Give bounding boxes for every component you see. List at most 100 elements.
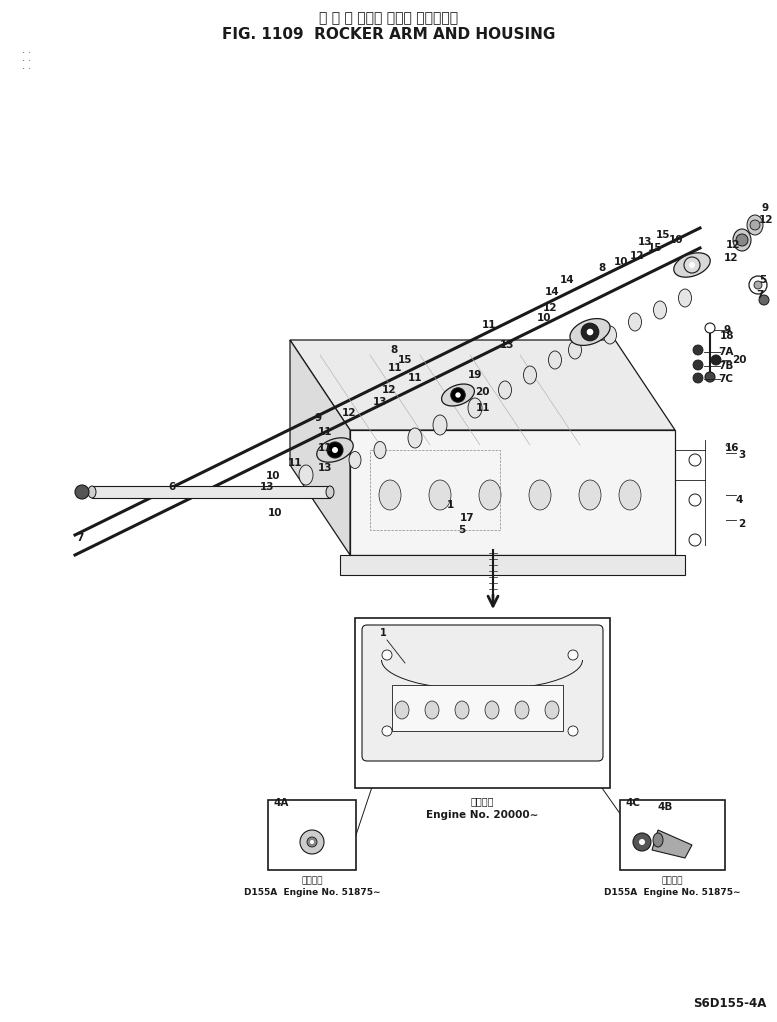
Text: 11: 11 [388, 363, 402, 373]
Text: D155A  Engine No. 51875∼: D155A Engine No. 51875∼ [604, 888, 740, 897]
Circle shape [684, 257, 700, 273]
Text: 11: 11 [318, 427, 333, 437]
Text: 13: 13 [638, 237, 653, 247]
Text: 14: 14 [560, 275, 575, 285]
Text: 1: 1 [447, 500, 454, 510]
Text: 15: 15 [656, 230, 671, 240]
Text: 10: 10 [266, 471, 280, 481]
Text: 4C: 4C [625, 798, 640, 808]
Polygon shape [290, 340, 675, 430]
Text: 10: 10 [669, 235, 684, 245]
Circle shape [75, 485, 89, 499]
Polygon shape [290, 340, 350, 555]
Ellipse shape [619, 480, 641, 510]
Circle shape [711, 355, 721, 365]
Ellipse shape [545, 701, 559, 719]
Circle shape [759, 295, 769, 305]
Bar [370, 450, 500, 530]
Text: 8: 8 [390, 345, 397, 355]
Ellipse shape [653, 833, 663, 847]
Text: 7C: 7C [718, 374, 733, 384]
Circle shape [327, 442, 343, 458]
Text: 9: 9 [762, 203, 769, 213]
Circle shape [581, 323, 599, 340]
Text: 12: 12 [382, 385, 396, 394]
Text: 13: 13 [318, 463, 333, 473]
Text: 19: 19 [468, 370, 483, 380]
Text: 11: 11 [482, 320, 497, 330]
Text: S6D155-4A: S6D155-4A [694, 997, 767, 1010]
Text: 12: 12 [543, 303, 558, 313]
Ellipse shape [579, 480, 601, 510]
Ellipse shape [468, 398, 482, 418]
Text: 12: 12 [630, 251, 644, 261]
Text: 12: 12 [726, 240, 740, 250]
Circle shape [332, 447, 338, 453]
FancyBboxPatch shape [362, 625, 603, 761]
Circle shape [689, 494, 701, 506]
Circle shape [750, 220, 760, 230]
Circle shape [639, 839, 645, 845]
Text: 11: 11 [318, 443, 333, 453]
Ellipse shape [429, 480, 451, 510]
Text: 12: 12 [724, 253, 738, 263]
Polygon shape [317, 437, 354, 462]
Ellipse shape [88, 486, 96, 498]
Circle shape [300, 830, 324, 854]
Ellipse shape [747, 215, 763, 235]
Bar [620, 800, 725, 870]
Ellipse shape [485, 701, 499, 719]
Text: 7: 7 [756, 290, 763, 300]
Circle shape [754, 281, 762, 289]
Text: 20: 20 [475, 387, 490, 397]
Circle shape [382, 726, 392, 736]
Ellipse shape [408, 428, 422, 448]
Circle shape [382, 650, 392, 660]
Ellipse shape [326, 486, 334, 498]
Text: 8: 8 [598, 263, 605, 273]
Text: 4A: 4A [273, 798, 288, 808]
Ellipse shape [374, 442, 386, 459]
Text: 16: 16 [725, 443, 740, 453]
Text: 9: 9 [724, 325, 731, 335]
Text: 14: 14 [545, 287, 559, 297]
Ellipse shape [678, 289, 692, 307]
Text: Engine No. 20000∼: Engine No. 20000∼ [426, 810, 538, 820]
Ellipse shape [379, 480, 401, 510]
Text: 20: 20 [732, 355, 747, 365]
Polygon shape [652, 830, 692, 858]
Circle shape [451, 387, 465, 403]
Text: 13: 13 [260, 482, 274, 492]
Text: 6: 6 [168, 482, 176, 492]
Text: 12: 12 [342, 408, 357, 418]
Circle shape [587, 329, 594, 335]
Text: FIG. 1109  ROCKER ARM AND HOUSING: FIG. 1109 ROCKER ARM AND HOUSING [221, 27, 556, 42]
Circle shape [310, 840, 314, 844]
Text: · ·: · · [22, 56, 31, 66]
Ellipse shape [629, 313, 642, 331]
Text: 適用番号: 適用番号 [301, 876, 322, 885]
Ellipse shape [395, 701, 409, 719]
Ellipse shape [455, 701, 469, 719]
Text: ロ ッ カ アーム および ハウジング: ロ ッ カ アーム および ハウジング [319, 11, 458, 25]
Text: 13: 13 [373, 397, 388, 407]
Ellipse shape [515, 701, 529, 719]
Text: 4B: 4B [658, 802, 674, 812]
Text: 18: 18 [720, 331, 734, 341]
Circle shape [705, 372, 715, 382]
Polygon shape [441, 384, 475, 406]
Bar [355, 618, 610, 788]
Bar [392, 685, 563, 731]
Text: 15: 15 [648, 243, 663, 253]
Text: 12: 12 [759, 215, 773, 225]
Text: 15: 15 [398, 355, 413, 365]
Circle shape [633, 833, 651, 851]
Ellipse shape [499, 381, 511, 399]
Circle shape [749, 276, 767, 294]
Circle shape [736, 234, 748, 246]
Ellipse shape [425, 701, 439, 719]
Ellipse shape [549, 351, 562, 369]
Text: · ·: · · [22, 64, 31, 74]
Circle shape [307, 837, 317, 847]
Circle shape [568, 726, 578, 736]
